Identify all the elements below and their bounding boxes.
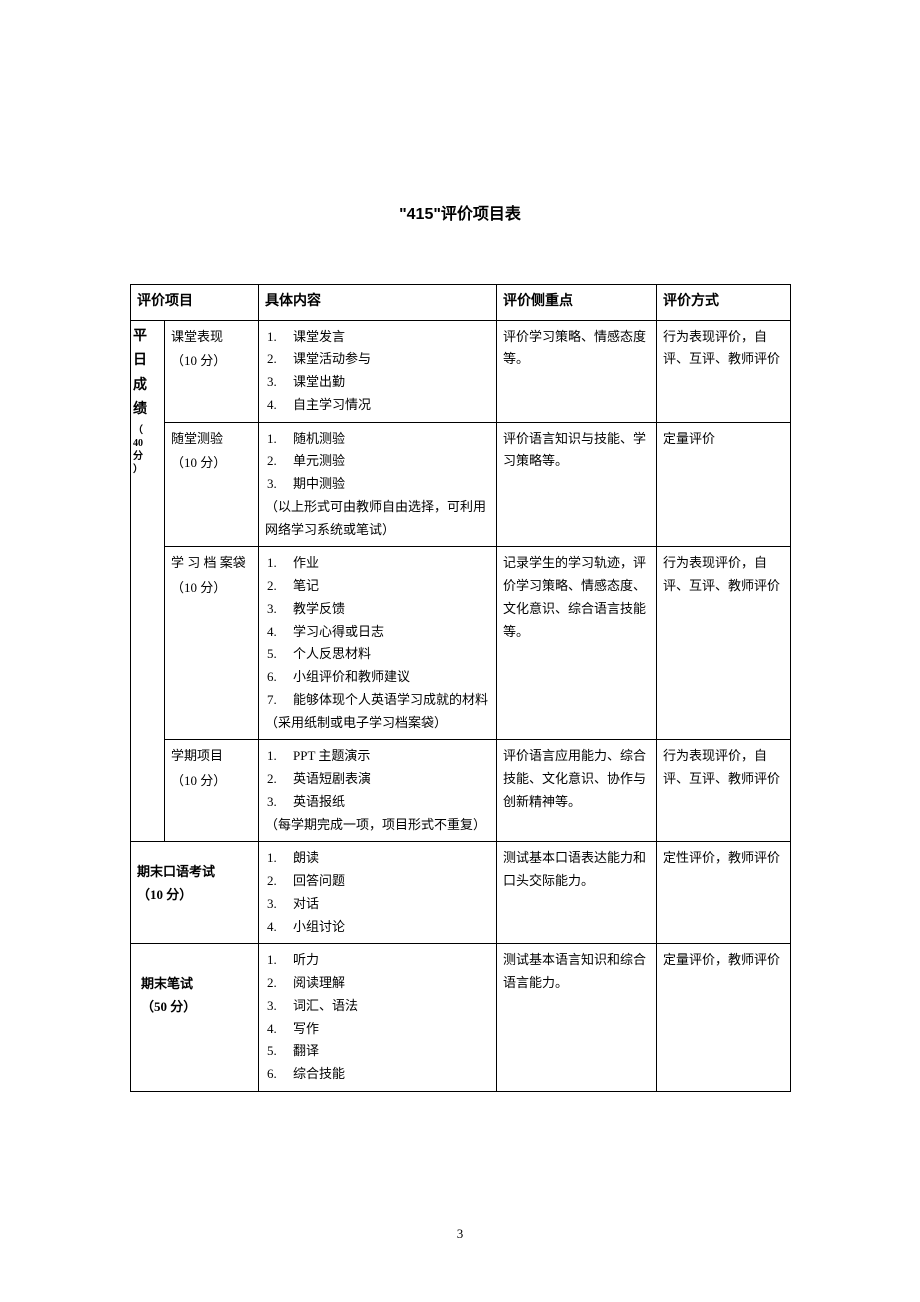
table-row: 学期项目 （10 分） PPT 主题演示 英语短剧表演 英语报纸 （每学期完成一… <box>131 740 791 842</box>
header-project: 评价项目 <box>131 285 259 321</box>
header-method: 评价方式 <box>657 285 791 321</box>
page-title: "415"评价项目表 <box>130 200 790 224</box>
detail-cell: PPT 主题演示 英语短剧表演 英语报纸 （每学期完成一项，项目形式不重复） <box>259 740 497 842</box>
emphasis-cell: 测试基本语言知识和综合语言能力。 <box>497 944 657 1092</box>
detail-cell: 课堂发言 课堂活动参与 课堂出勤 自主学习情况 <box>259 320 497 422</box>
table-row: 学 习 档 案袋 （10 分） 作业 笔记 教学反馈 学习心得或日志 个人反思材… <box>131 547 791 740</box>
subitem-name-written: 期末笔试 （50 分） <box>131 944 259 1092</box>
emphasis-cell: 测试基本口语表达能力和口头交际能力。 <box>497 842 657 944</box>
header-emphasis: 评价侧重点 <box>497 285 657 321</box>
subitem-name-oral: 期末口语考试 （10 分） <box>131 842 259 944</box>
detail-cell: 随机测验 单元测验 期中测验 （以上形式可由教师自由选择，可利用网络学习系统或笔… <box>259 422 497 547</box>
table-row: 随堂测验 （10 分） 随机测验 单元测验 期中测验 （以上形式可由教师自由选择… <box>131 422 791 547</box>
method-cell: 行为表现评价，自评、互评、教师评价 <box>657 547 791 740</box>
subitem-name: 学期项目 （10 分） <box>165 740 259 842</box>
table-row: 期末口语考试 （10 分） 朗读 回答问题 对话 小组讨论 测试基本口语表达能力… <box>131 842 791 944</box>
evaluation-table: 评价项目 具体内容 评价侧重点 评价方式 平 日 成 绩 （ 40 分 ） <box>130 284 791 1092</box>
method-cell: 定量评价，教师评价 <box>657 944 791 1092</box>
detail-cell: 作业 笔记 教学反馈 学习心得或日志 个人反思材料 小组评价和教师建议 能够体现… <box>259 547 497 740</box>
emphasis-cell: 评价学习策略、情感态度等。 <box>497 320 657 422</box>
method-cell: 定性评价，教师评价 <box>657 842 791 944</box>
detail-cell: 朗读 回答问题 对话 小组讨论 <box>259 842 497 944</box>
header-detail: 具体内容 <box>259 285 497 321</box>
page-number: 3 <box>0 1226 920 1242</box>
emphasis-cell: 评价语言知识与技能、学习策略等。 <box>497 422 657 547</box>
method-cell: 行为表现评价，自评、互评、教师评价 <box>657 740 791 842</box>
subitem-name: 学 习 档 案袋 （10 分） <box>165 547 259 740</box>
method-cell: 行为表现评价，自评、互评、教师评价 <box>657 320 791 422</box>
emphasis-cell: 评价语言应用能力、综合技能、文化意识、协作与创新精神等。 <box>497 740 657 842</box>
table-row: 期末笔试 （50 分） 听力 阅读理解 词汇、语法 写作 翻译 综合技能 测试基… <box>131 944 791 1092</box>
subitem-name: 随堂测验 （10 分） <box>165 422 259 547</box>
document-page: "415"评价项目表 评价项目 具体内容 评价侧重点 评价方式 平 日 成 绩 … <box>0 0 920 1302</box>
subitem-name: 课堂表现 （10 分） <box>165 320 259 422</box>
detail-cell: 听力 阅读理解 词汇、语法 写作 翻译 综合技能 <box>259 944 497 1092</box>
table-header-row: 评价项目 具体内容 评价侧重点 评价方式 <box>131 285 791 321</box>
table-row: 平 日 成 绩 （ 40 分 ） 课堂表现 （10 分） 课堂发言 课堂活动参 <box>131 320 791 422</box>
emphasis-cell: 记录学生的学习轨迹，评价学习策略、情感态度、文化意识、综合语言技能等。 <box>497 547 657 740</box>
method-cell: 定量评价 <box>657 422 791 547</box>
group-label-daily: 平 日 成 绩 （ 40 分 ） <box>131 320 165 842</box>
